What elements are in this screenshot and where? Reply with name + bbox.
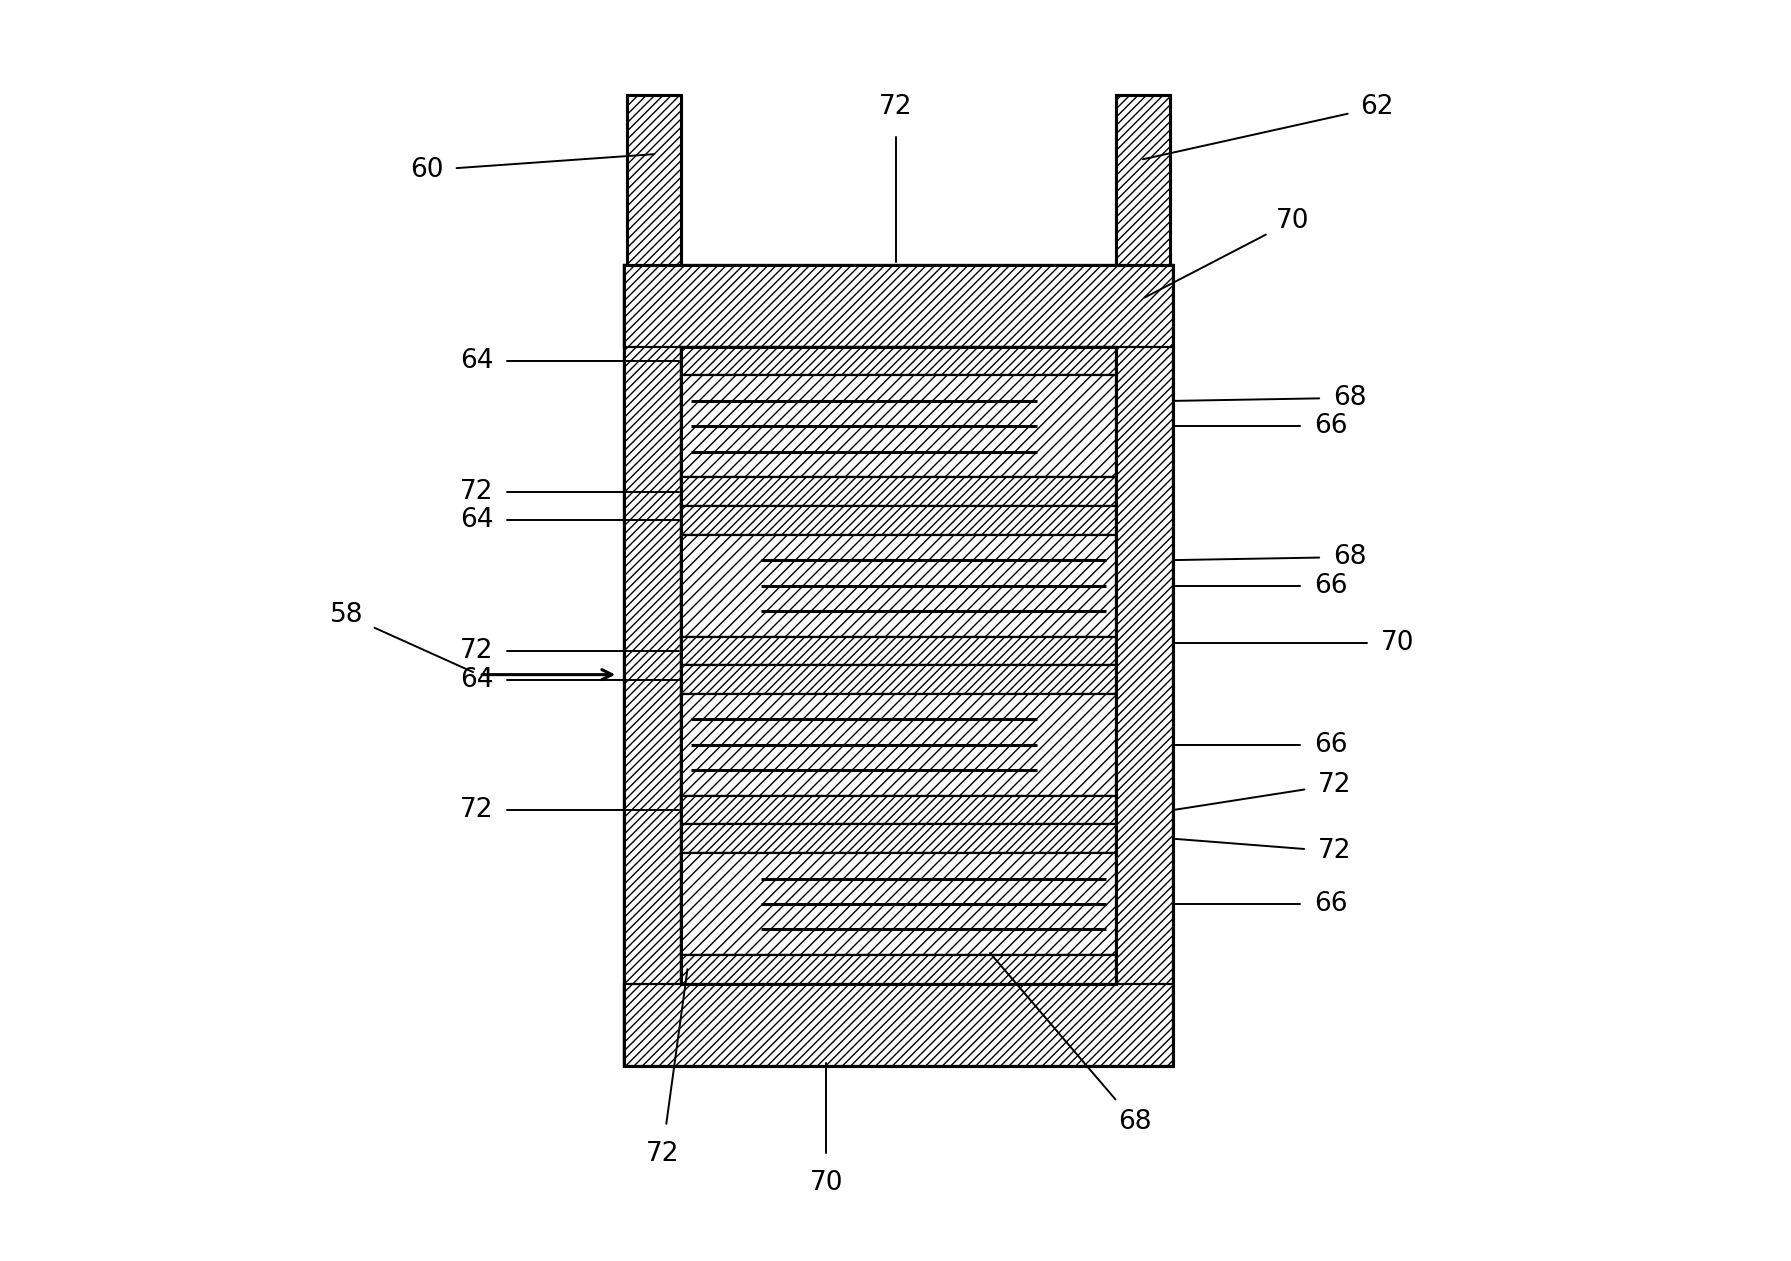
Text: 66: 66: [1315, 572, 1347, 599]
Text: 70: 70: [810, 1170, 844, 1195]
Text: 64: 64: [460, 507, 494, 533]
Bar: [681, 347, 1116, 984]
Bar: [681, 535, 1116, 637]
Text: 64: 64: [460, 667, 494, 692]
Bar: [681, 666, 1116, 694]
Bar: [625, 265, 1173, 1066]
Bar: [625, 265, 1173, 347]
Bar: [627, 95, 681, 265]
Text: 72: 72: [1318, 772, 1350, 798]
Text: 66: 66: [1315, 414, 1347, 439]
Bar: [625, 265, 681, 1066]
Bar: [681, 376, 1116, 478]
Text: 68: 68: [1118, 1110, 1152, 1135]
Text: 68: 68: [1333, 385, 1367, 411]
Bar: [625, 265, 1173, 1066]
Text: 62: 62: [1361, 95, 1393, 120]
Bar: [1116, 265, 1173, 1066]
Text: 72: 72: [460, 479, 494, 504]
Bar: [625, 984, 1173, 1066]
Text: 72: 72: [460, 638, 494, 663]
Text: 70: 70: [1275, 208, 1309, 233]
Bar: [681, 478, 1116, 506]
Bar: [681, 506, 1116, 535]
Bar: [681, 852, 1116, 955]
Bar: [681, 796, 1116, 825]
Bar: [681, 694, 1116, 796]
Text: 72: 72: [645, 1141, 679, 1166]
Bar: [1116, 95, 1170, 265]
Text: 58: 58: [330, 603, 364, 628]
Text: 66: 66: [1315, 892, 1347, 917]
Bar: [681, 347, 1116, 376]
Text: 72: 72: [460, 797, 494, 823]
Text: 66: 66: [1315, 731, 1347, 758]
Bar: [681, 637, 1116, 665]
Text: 60: 60: [410, 158, 442, 183]
Text: 72: 72: [1318, 839, 1350, 864]
Bar: [681, 825, 1116, 852]
Text: 68: 68: [1333, 543, 1367, 570]
Text: 72: 72: [879, 95, 912, 120]
Bar: [627, 95, 681, 265]
Text: 64: 64: [460, 348, 494, 375]
Bar: [681, 955, 1116, 984]
Bar: [1116, 95, 1170, 265]
Text: 70: 70: [1381, 630, 1415, 656]
